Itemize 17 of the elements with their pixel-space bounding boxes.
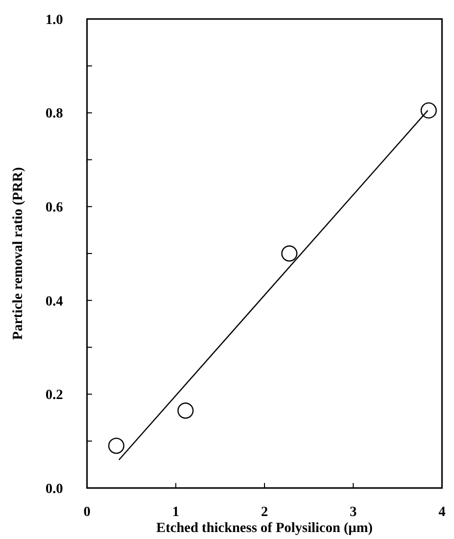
y-tick-label: 0.4 (46, 294, 63, 310)
y-tick-label: 0.8 (46, 106, 63, 122)
x-tick-label: 4 (438, 505, 446, 520)
point (177, 402, 194, 419)
point (420, 102, 437, 119)
x-tick-label: 2 (261, 505, 268, 520)
y-tick-label: 1.0 (46, 12, 63, 28)
x-tick-label: 1 (172, 505, 180, 520)
x-axis-title: Etched thickness of Polysilicon (μm) (156, 521, 374, 536)
point (281, 245, 298, 262)
point (108, 438, 124, 454)
x-tick-label: 3 (350, 505, 357, 520)
y-axis-title: Particle removal ratio (PRR) (11, 166, 26, 340)
y-tick-label: 0.6 (46, 200, 63, 216)
y-tick-label: 0.0 (46, 482, 63, 497)
y-tick-label: 0.2 (46, 388, 63, 404)
x-tick-label: 0 (84, 505, 90, 520)
